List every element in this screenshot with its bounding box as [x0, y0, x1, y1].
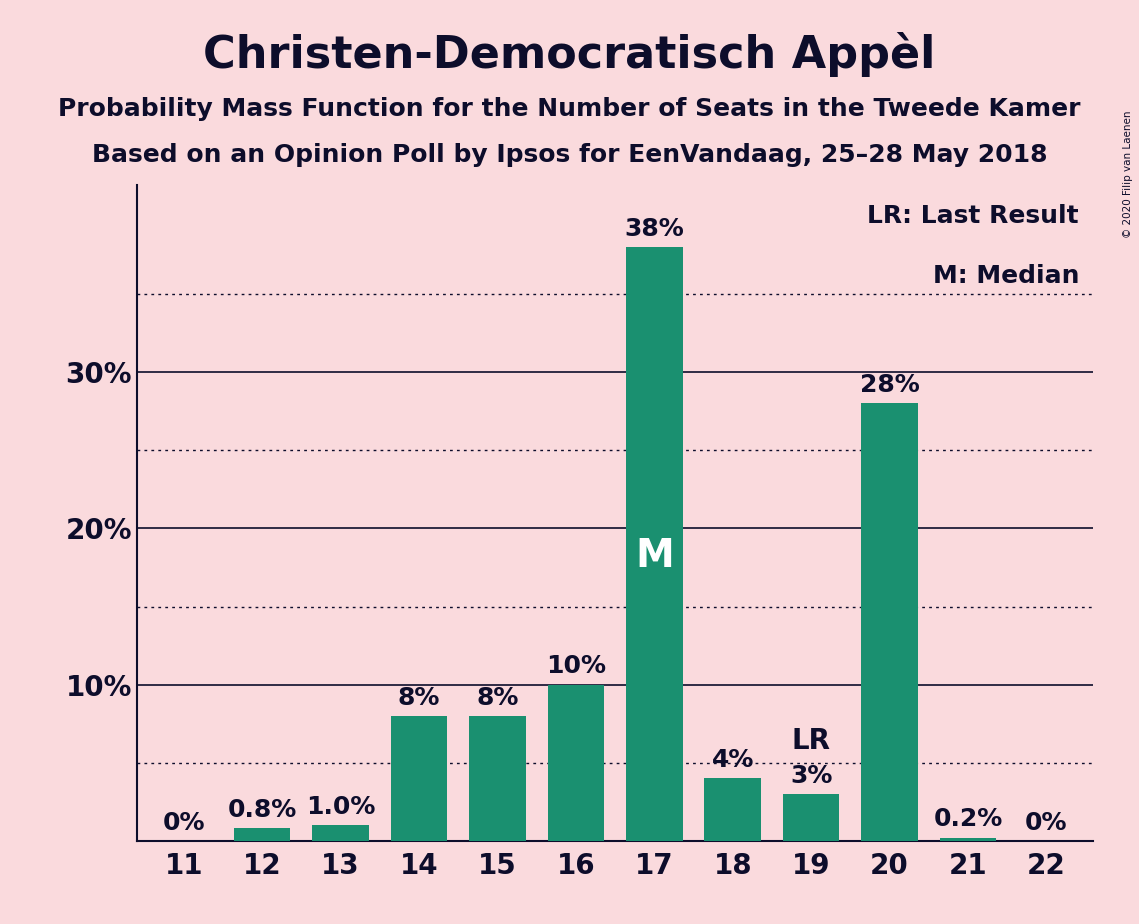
- Text: M: M: [634, 537, 673, 575]
- Text: M: Median: M: Median: [933, 263, 1079, 287]
- Text: 0.2%: 0.2%: [933, 808, 1002, 832]
- Bar: [861, 404, 918, 841]
- Text: LR: Last Result: LR: Last Result: [868, 204, 1079, 228]
- Bar: [626, 248, 682, 841]
- Bar: [233, 828, 290, 841]
- Text: 0%: 0%: [163, 810, 205, 834]
- Text: 10%: 10%: [546, 654, 606, 678]
- Text: 28%: 28%: [860, 373, 919, 397]
- Text: 4%: 4%: [712, 748, 754, 772]
- Text: Probability Mass Function for the Number of Seats in the Tweede Kamer: Probability Mass Function for the Number…: [58, 97, 1081, 121]
- Text: 0%: 0%: [1025, 810, 1067, 834]
- Bar: [391, 716, 448, 841]
- Text: Based on an Opinion Poll by Ipsos for EenVandaag, 25–28 May 2018: Based on an Opinion Poll by Ipsos for Ee…: [92, 143, 1047, 167]
- Text: 1.0%: 1.0%: [306, 795, 375, 819]
- Bar: [312, 825, 369, 841]
- Text: © 2020 Filip van Laenen: © 2020 Filip van Laenen: [1123, 111, 1133, 238]
- Text: 8%: 8%: [398, 686, 440, 710]
- Text: 0.8%: 0.8%: [228, 798, 297, 822]
- Bar: [548, 685, 604, 841]
- Bar: [469, 716, 526, 841]
- Bar: [704, 778, 761, 841]
- Text: 3%: 3%: [790, 764, 833, 788]
- Bar: [940, 838, 997, 841]
- Text: Christen-Democratisch Appèl: Christen-Democratisch Appèl: [204, 32, 935, 78]
- Text: 38%: 38%: [624, 217, 685, 241]
- Text: LR: LR: [792, 727, 830, 755]
- Bar: [782, 794, 839, 841]
- Text: 8%: 8%: [476, 686, 518, 710]
